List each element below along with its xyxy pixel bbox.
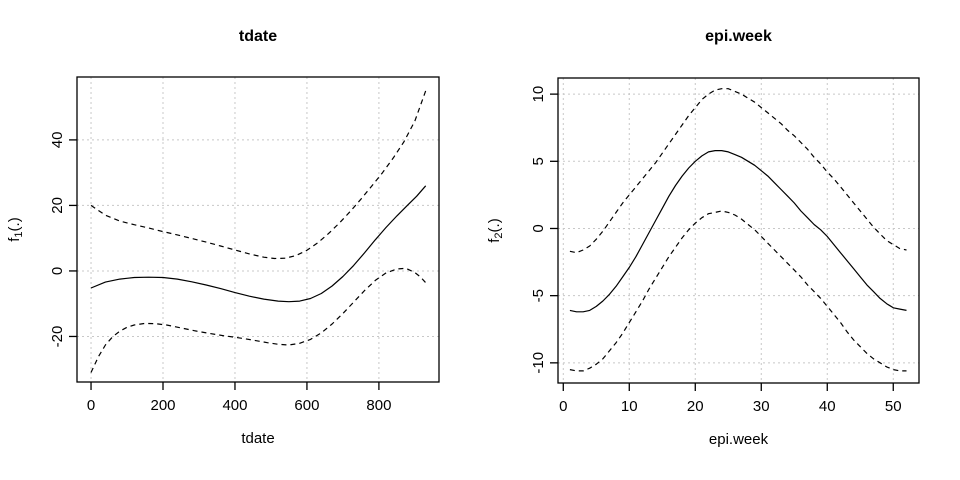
y-axis-label-subscript: 2: [493, 232, 505, 238]
x-tick-label: 800: [366, 397, 391, 414]
x-tick-label: 40: [819, 398, 836, 415]
chart-epi-week-svg: 0 10 20 30 40 50 -10 -5 0 5 10 epi.week epi.week f2(.…: [486, 28, 920, 448]
plot-box: [76, 76, 440, 383]
y-tick-label: -5: [530, 289, 547, 302]
y-tick-label: 0: [49, 267, 66, 275]
x-tick-label: 50: [885, 398, 902, 415]
upper-confidence-band-line: [569, 88, 907, 254]
y-tick-label: 40: [49, 132, 66, 149]
chart-title: tdate: [239, 28, 277, 45]
y-axis-label-suffix: (.): [6, 217, 23, 231]
lower-confidence-band-line: [569, 210, 907, 372]
chart-epi-week: 0 10 20 30 40 50 -10 -5 0 5 10 epi.week epi.week f2(.…: [480, 0, 960, 480]
y-tick-label: 0: [530, 224, 547, 232]
chart-tdate-svg: 0 200 400 600 800 -20 0 20 40 tdate tdate f1(.): [6, 28, 440, 447]
x-tick-label: 600: [294, 397, 319, 414]
chart-title: epi.week: [705, 28, 772, 45]
y-axis-label: f2(.): [486, 218, 505, 242]
x-tick-label: 20: [687, 398, 704, 415]
y-axis-label: f1(.): [6, 217, 25, 241]
x-tick-label: 0: [87, 397, 95, 414]
y-axis-label-subscript: 1: [13, 231, 25, 237]
x-tick-label: 30: [753, 398, 770, 415]
y-axis-label-prefix: f: [486, 238, 503, 243]
y-tick-label: -10: [530, 352, 547, 374]
x-tick-label: 200: [150, 397, 175, 414]
y-tick-label: 5: [530, 157, 547, 165]
y-axis-label-prefix: f: [6, 237, 23, 242]
chart-tdate: 0 200 400 600 800 -20 0 20 40 tdate tdate f1(.): [6, 28, 440, 447]
x-tick-label: 10: [621, 398, 638, 415]
y-axis-label-suffix: (.): [486, 218, 503, 232]
x-tick-label: 0: [559, 398, 567, 415]
lower-confidence-band-line: [90, 267, 427, 373]
y-tick-label: -20: [49, 326, 66, 348]
x-tick-label: 400: [222, 397, 247, 414]
plot-box: [557, 77, 920, 384]
smooth-estimate-line: [569, 150, 907, 313]
x-axis-label: epi.week: [709, 431, 769, 448]
upper-confidence-band-line: [90, 90, 427, 260]
x-axis-label: tdate: [241, 430, 274, 447]
smooth-estimate-line: [90, 185, 427, 303]
y-tick-label: 20: [49, 197, 66, 214]
y-tick-label: 10: [530, 86, 547, 103]
